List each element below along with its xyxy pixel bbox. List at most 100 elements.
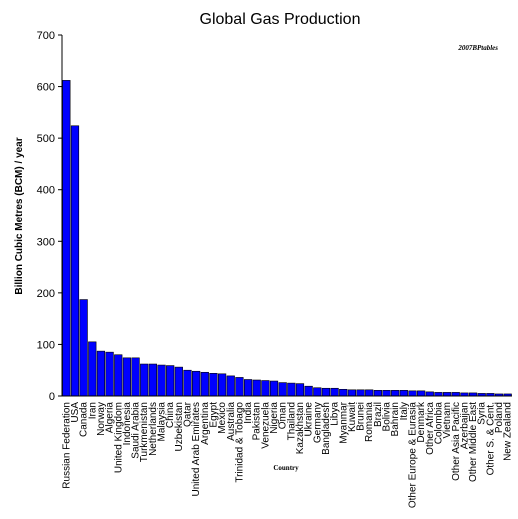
category-label-12: China xyxy=(165,402,176,429)
bar-2 xyxy=(79,299,88,397)
x-axis-label: Country xyxy=(273,464,299,472)
y-tick-label-4: 400 xyxy=(37,185,55,197)
bar-38 xyxy=(391,390,400,397)
category-label-19: Australia xyxy=(226,402,237,441)
category-label-6: United Kingdom xyxy=(113,402,124,473)
category-label-34: Brunei xyxy=(356,402,367,431)
bar-17 xyxy=(209,373,218,397)
x-categories-group: Russian FederationUSACanadaIranNorwayAlg… xyxy=(61,401,513,508)
category-label-38: Bahrain xyxy=(390,402,401,436)
category-label-15: United Arab Emirates xyxy=(191,402,202,497)
bar-16 xyxy=(200,371,209,397)
bar-19 xyxy=(226,375,235,397)
category-label-36: Brazil xyxy=(373,402,384,427)
category-label-10: Netherlands xyxy=(148,402,159,456)
category-label-44: Vietnam xyxy=(442,402,453,439)
bar-30 xyxy=(321,387,331,397)
category-label-22: Pakistan xyxy=(252,402,263,440)
category-label-25: Oman xyxy=(278,402,289,429)
category-label-20: Trinidad & Tobago xyxy=(234,402,245,483)
category-label-43: Colombia xyxy=(433,402,444,445)
category-label-28: Ukraine xyxy=(304,402,315,437)
bar-18 xyxy=(217,373,227,397)
bar-9 xyxy=(140,363,149,397)
bar-31 xyxy=(330,387,339,397)
y-tick-label-1: 100 xyxy=(37,339,55,351)
bar-44 xyxy=(442,392,452,397)
category-label-26: Thailand xyxy=(286,402,297,440)
category-label-32: Myanmar xyxy=(338,401,349,443)
category-label-13: Uzbekistan xyxy=(174,402,185,451)
y-tick-label-6: 600 xyxy=(37,82,55,94)
bar-42 xyxy=(425,391,434,397)
y-tick-label-3: 300 xyxy=(37,236,55,248)
bar-33 xyxy=(347,389,357,397)
bar-7 xyxy=(122,357,132,397)
bar-45 xyxy=(451,392,460,397)
category-label-37: Bolivia xyxy=(382,402,393,432)
category-label-50: Poland xyxy=(494,402,505,433)
category-label-21: India xyxy=(243,402,254,424)
bars-group xyxy=(62,80,512,397)
bar-23 xyxy=(261,380,270,397)
category-label-30: Bangladesh xyxy=(321,402,332,455)
y-tick-label-5: 500 xyxy=(37,133,55,145)
bar-22 xyxy=(252,379,261,397)
bar-20 xyxy=(235,377,244,397)
category-label-41: Denmark xyxy=(416,401,427,443)
category-label-31: Libya xyxy=(330,402,341,426)
y-tick-label-2: 200 xyxy=(37,288,55,300)
y-axis-label: Billion Cubic Metres (BCM) / year xyxy=(14,137,25,294)
bar-43 xyxy=(434,392,443,397)
category-label-46: Azerbaijan xyxy=(459,402,470,449)
bar-37 xyxy=(382,390,391,397)
bar-35 xyxy=(365,389,374,397)
bar-6 xyxy=(114,354,123,397)
category-label-33: Kuwait xyxy=(347,402,358,432)
category-label-2: Canada xyxy=(79,402,90,437)
y-ticks-group: 0 100 200 300 400 500 600 700 xyxy=(37,30,62,403)
category-label-47: Other Middle East xyxy=(468,402,479,482)
bar-8 xyxy=(131,357,140,397)
category-label-24: Nigeria xyxy=(269,402,280,434)
bar-0 xyxy=(62,80,71,397)
category-label-45: Other Asia Pacific xyxy=(451,402,462,481)
category-label-0: Russian Federation xyxy=(61,402,72,489)
category-label-4: Norway xyxy=(96,402,107,436)
bar-26 xyxy=(287,382,296,397)
bar-40 xyxy=(408,390,417,397)
bar-5 xyxy=(105,351,114,397)
category-label-23: Venezuela xyxy=(260,402,271,449)
source-annotation: 2007BPtables xyxy=(457,44,498,52)
category-label-48: Syria xyxy=(477,402,488,425)
category-label-42: Other Africa xyxy=(425,402,436,455)
category-label-49: Other S. & Cent. xyxy=(485,402,496,475)
y-tick-label-0: 0 xyxy=(49,391,55,403)
bar-10 xyxy=(148,363,157,397)
category-label-29: Germany xyxy=(312,402,323,443)
category-label-9: Turkmenistan xyxy=(139,402,150,462)
bar-24 xyxy=(269,380,279,397)
category-label-7: Indonesia xyxy=(122,402,133,446)
category-label-1: USA xyxy=(70,402,81,423)
category-label-39: Italy xyxy=(399,402,410,420)
bar-4 xyxy=(96,350,106,397)
chart-title: Global Gas Production xyxy=(200,11,361,28)
bar-34 xyxy=(356,389,365,397)
bar-15 xyxy=(192,370,201,397)
bar-21 xyxy=(243,379,253,397)
bar-1 xyxy=(70,125,80,397)
bar-29 xyxy=(313,387,322,397)
category-label-5: Algeria xyxy=(105,402,116,434)
category-label-11: Malaysia xyxy=(157,402,168,442)
category-label-17: Egypt xyxy=(208,402,219,428)
bar-28 xyxy=(304,385,313,397)
category-label-8: Saudi Arabia xyxy=(131,402,142,459)
category-label-3: Iran xyxy=(87,402,98,419)
bar-32 xyxy=(339,388,348,397)
bar-11 xyxy=(157,364,166,397)
category-label-18: Mexico xyxy=(217,402,228,434)
bar-39 xyxy=(399,390,408,397)
bar-14 xyxy=(183,369,192,397)
category-label-16: Argentina xyxy=(200,402,211,445)
